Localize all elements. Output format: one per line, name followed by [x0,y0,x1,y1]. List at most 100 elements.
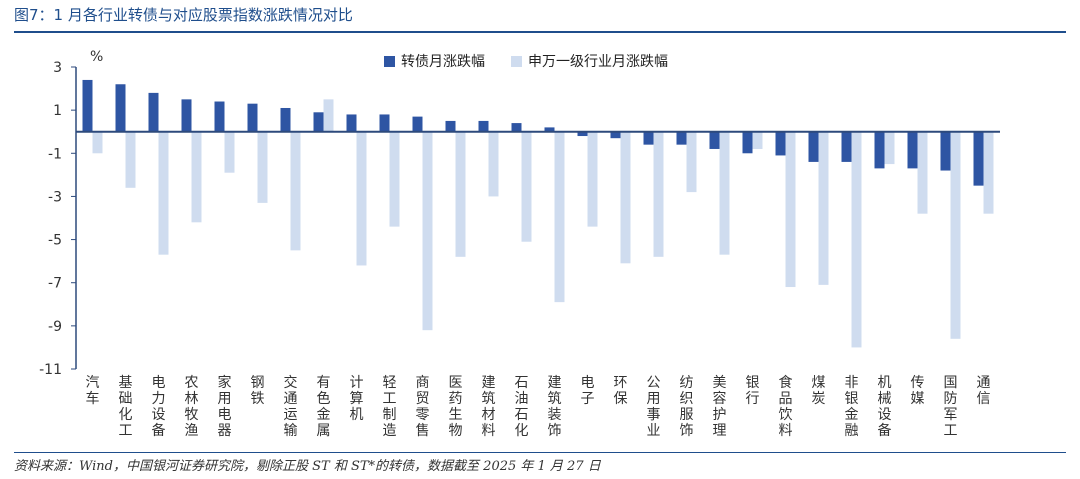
bar-industry [620,131,631,264]
x-tick-label: 基础化工 [119,374,133,439]
bar-industry [455,131,466,257]
x-tick-label: 交通运输 [284,374,298,439]
x-tick-label: 电子 [581,375,595,407]
y-tick-label: 3 [53,60,62,76]
bar-industry [653,131,664,257]
bar-industry [389,131,400,227]
bar-industry [488,131,499,197]
bar-convertible [280,107,291,132]
bar-convertible [940,131,951,171]
bar-industry [851,131,862,348]
bar-convertible [445,120,456,132]
bar-convertible [577,131,588,137]
bar-industry [719,131,730,255]
x-tick-label: 国防军工 [944,375,958,439]
x-tick-label: 美容护理 [713,375,727,439]
bar-convertible [313,112,324,132]
bar-convertible [379,114,390,132]
bar-convertible [874,131,885,169]
bar-convertible [610,131,621,139]
bar-industry [356,131,367,266]
bar-convertible [82,79,93,132]
bar-industry [686,131,697,193]
bar-convertible [643,131,654,145]
bar-industry [257,131,268,203]
bar-industry [818,131,829,285]
x-tick-label: 医药生物 [449,375,463,439]
x-tick-label: 钢铁 [251,375,265,407]
bar-convertible [544,127,555,132]
x-tick-label: 食品饮料 [779,374,793,439]
x-tick-label: 计算机 [350,375,364,423]
x-tick-label: 农林牧渔 [185,375,199,439]
bar-industry [950,131,961,339]
bar-convertible [478,120,489,132]
bar-convertible [181,99,192,132]
x-tick-label: 通信 [977,375,991,407]
y-tick-label: 1 [53,103,62,119]
bar-convertible [214,101,225,132]
bar-industry [290,131,301,251]
source-rule [14,452,1066,453]
bar-industry [983,131,994,214]
x-tick-label: 银行 [746,375,760,407]
bar-convertible [841,131,852,162]
y-tick-label: -9 [48,319,62,335]
source-note: 资料来源：Wind，中国银河证券研究院，剔除正股 ST 和 ST*的转债，数据截… [14,459,601,474]
y-tick-label: -5 [48,233,62,249]
bar-industry [191,131,202,223]
y-tick-label: -1 [48,146,62,162]
x-tick-label: 建筑装饰 [548,375,562,439]
y-tick-label: -3 [48,189,62,205]
bar-convertible [247,103,258,132]
bar-industry [752,131,763,149]
bar-industry [587,131,598,227]
bar-industry [158,131,169,255]
bar-convertible [115,84,126,132]
bar-industry [554,131,565,303]
bar-industry [917,131,928,214]
bar-convertible [511,123,522,132]
y-unit-label: % [90,49,103,65]
bar-convertible [808,131,819,162]
bar-convertible [148,92,159,132]
bar-convertible [676,131,687,145]
x-tick-label: 非银金融 [845,375,859,439]
bar-industry [884,131,895,165]
bar-industry [224,131,235,173]
chart-title: 图7：1 月各行业转债与对应股票指数涨跌情况对比 [14,6,353,24]
x-tick-label: 商贸零售 [416,375,430,439]
bar-industry [422,131,433,331]
bar-convertible [775,131,786,156]
legend-label-series1: 转债月涨跌幅 [401,54,485,70]
x-tick-label: 电力设备 [152,375,166,439]
x-tick-label: 传媒 [911,375,925,407]
x-tick-label: 煤炭 [812,375,826,407]
y-tick-label: -7 [48,276,62,292]
bar-convertible [412,116,423,132]
x-tick-label: 纺织服饰 [680,375,694,439]
bar-industry [125,131,136,188]
legend-swatch-series2 [511,55,522,67]
legend: 转债月涨跌幅 申万一级行业月涨跌幅 [384,51,668,71]
legend-swatch-series1 [384,55,395,67]
x-tick-label: 建筑材料 [482,375,496,439]
x-tick-label: 公用事业 [647,375,661,439]
bar-convertible [742,131,753,154]
bar-chart: 3 1 -1 -3 -5 -7 -9 -11% 汽车 基础化工 电力设备 农林牧渔 家用电器 钢铁 交通运输… [39,49,1000,439]
x-tick-label: 家用电器 [218,374,232,439]
bar-convertible [907,131,918,169]
y-tick-label: -11 [39,362,62,378]
x-tick-label: 机械设备 [878,375,892,439]
x-tick-label: 有色金属 [317,375,331,439]
bar-industry [323,99,334,132]
bar-industry [521,131,532,242]
bar-convertible [346,114,357,132]
bar-convertible [973,131,984,186]
x-tick-label: 环保 [614,375,628,407]
legend-label-series2: 申万一级行业月涨跌幅 [528,54,668,70]
bar-industry [785,131,796,288]
x-tick-label: 石油石化 [515,375,529,439]
x-tick-label: 轻工制造 [383,375,397,439]
title-rule [14,31,1066,33]
